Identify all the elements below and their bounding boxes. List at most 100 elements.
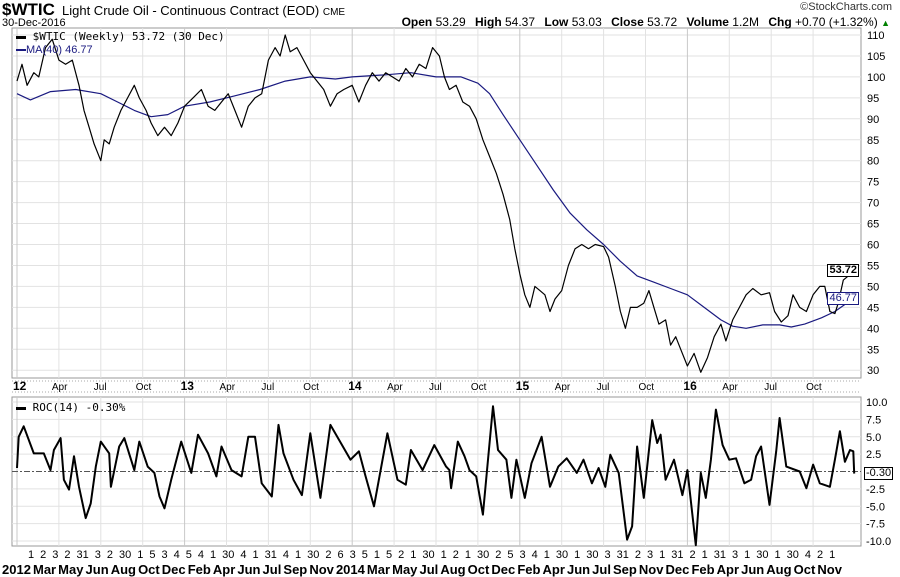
bottom-axis-month-label: Sep: [283, 562, 308, 577]
price-axis-tick-label: 30: [867, 365, 879, 377]
change-value: +0.70 (+1.32%): [795, 15, 878, 29]
bottom-axis-month-label: Jun: [566, 562, 591, 577]
time-axis-label: Jul: [597, 382, 610, 393]
price-axis-tick-label: 40: [867, 323, 879, 335]
bottom-axis-day-label: 1: [295, 549, 302, 561]
time-axis-label: Oct: [639, 382, 655, 393]
bottom-axis-month-label: Jun: [237, 562, 261, 577]
legend-roc-label: ROC(14) -0.30%: [32, 401, 126, 414]
time-axis-label: Jul: [429, 382, 442, 393]
price-axis-tick-label: 55: [867, 260, 879, 272]
bottom-axis-month-label: Apr: [542, 562, 565, 577]
bottom-axis-day-label: 31: [264, 549, 277, 561]
bottom-axis-month-label: Aug: [766, 562, 792, 577]
bottom-axis-month-label: Nov: [638, 562, 664, 577]
bottom-axis-day-label: 30: [422, 549, 435, 561]
time-axis-label: 12: [13, 379, 27, 393]
bottom-axis-day-label: 6: [337, 549, 344, 561]
bottom-axis-day-label: 31: [671, 549, 684, 561]
bottom-axis-month-label: May: [392, 562, 418, 577]
bottom-axis-day-label: 2: [64, 549, 71, 561]
legend-price-label: $WTIC (Weekly) 53.72 (30 Dec): [32, 30, 225, 43]
legend-price: $WTIC (Weekly) 53.72 (30 Dec): [16, 30, 225, 43]
roc-axis-tick-label: 2.5: [866, 449, 881, 461]
bottom-axis-day-label: 5: [361, 549, 368, 561]
bottom-axis-day-label: 1: [464, 549, 471, 561]
bottom-axis-day-label: 2: [325, 549, 332, 561]
low-value: 53.03: [571, 15, 602, 29]
bottom-axis-month-label: Apr: [212, 562, 236, 577]
time-axis-label: 15: [516, 379, 530, 393]
instrument-description: Light Crude Oil - Continuous Contract (E…: [62, 3, 320, 18]
chart-date: 30-Dec-2016: [2, 17, 66, 29]
legend-swatch-ma: [16, 49, 26, 52]
time-axis-label: Jul: [261, 382, 274, 393]
bottom-axis-day-label: 3: [647, 549, 654, 561]
instrument-name: Light Crude Oil - Continuous Contract (E…: [62, 3, 345, 18]
bottom-axis-day-label: 3: [161, 549, 168, 561]
bottom-axis-day-label: 5: [149, 549, 156, 561]
price-axis-tick-label: 105: [867, 51, 885, 63]
bottom-axis-day-label: 1: [137, 549, 144, 561]
time-axis-label: 13: [181, 379, 195, 393]
roc-axis-tick-label: -10.0: [866, 536, 891, 548]
bottom-axis-month-label: Nov: [309, 562, 334, 577]
bottom-axis-day-label: 1: [574, 549, 581, 561]
price-axis-tick-label: 45: [867, 302, 879, 314]
time-axis-label: 14: [348, 379, 362, 393]
time-axis-label: Jul: [94, 382, 107, 393]
bottom-axis-months: 2012 Mar May Jun Aug Oct Dec Feb Apr Jun Jul Sep Nov…: [2, 563, 842, 576]
legend-roc: ROC(14) -0.30%: [16, 401, 125, 414]
bottom-axis-day-label: 30: [222, 549, 235, 561]
bottom-axis-month-label: Mar: [366, 562, 391, 577]
volume-value: 1.2M: [732, 15, 759, 29]
bottom-axis-day-label: 30: [555, 549, 569, 561]
bottom-axis-day-label: 3: [52, 549, 59, 561]
bottom-axis-month-label: Jun: [741, 562, 765, 577]
time-axis-label: Oct: [136, 382, 152, 393]
bottom-axis-day-label: 1: [543, 549, 550, 561]
legend-ma-label: MA(40) 46.77: [26, 44, 93, 56]
bottom-axis-month-label: Apr: [716, 562, 740, 577]
time-axis-label: Apr: [555, 382, 571, 393]
bottom-axis-day-label: 3: [604, 549, 611, 561]
time-axis-label: Apr: [722, 382, 738, 393]
bottom-axis-month-label: Jul: [262, 562, 282, 577]
low-label: Low: [544, 15, 569, 29]
price-axis-tick-label: 60: [867, 240, 879, 252]
price-axis-tick-label: 65: [867, 219, 879, 231]
bottom-axis-day-label: 4: [240, 549, 247, 561]
time-axis-label: Oct: [806, 382, 822, 393]
bottom-axis-day-label: 1: [210, 549, 217, 561]
ma40-line: [16, 72, 855, 329]
ohlc-summary: Open 53.29 High 54.37 Low 53.03 Close 53…: [402, 15, 890, 29]
bottom-axis-month-label: Jul: [419, 562, 439, 577]
bottom-axis-day-label: 1: [373, 549, 380, 561]
time-axis-label: Apr: [52, 382, 68, 393]
bottom-axis-day-label: 2: [452, 549, 459, 561]
bottom-axis-day-label: 30: [307, 549, 320, 561]
close-label: Close: [611, 15, 644, 29]
price-axis-tick-label: 95: [867, 93, 879, 105]
bottom-axis-day-label: 3: [519, 549, 526, 561]
bottom-axis-day-label: 31: [713, 549, 726, 561]
volume-label: Volume: [686, 15, 729, 29]
brand-watermark[interactable]: ©StockCharts.com: [800, 1, 892, 13]
bottom-axis-month-label: Aug: [110, 562, 136, 577]
roc-axis-tick-label: 5.0: [866, 432, 881, 444]
bottom-axis-day-label: 31: [616, 549, 629, 561]
bottom-axis-day-label: 4: [197, 549, 204, 561]
price-axis-tick-label: 85: [867, 135, 879, 147]
bottom-axis-day-label: 31: [76, 549, 89, 561]
bottom-axis-day-label: 1: [410, 549, 417, 561]
price-axis-tick-label: 70: [867, 198, 879, 210]
price-axis-tick-label: 100: [867, 72, 885, 84]
bottom-axis-day-label: 2: [40, 549, 47, 561]
bottom-axis-month-label: Sep: [613, 562, 637, 577]
bottom-axis-day-label: 5: [386, 549, 393, 561]
bottom-axis-month-label: 2014: [335, 562, 365, 577]
legend-swatch-roc: [16, 406, 26, 410]
bottom-axis-day-label: 4: [282, 549, 289, 561]
roc-axis-tick-label: 10.0: [866, 397, 887, 409]
bottom-axis-day-label: 1: [659, 549, 666, 561]
